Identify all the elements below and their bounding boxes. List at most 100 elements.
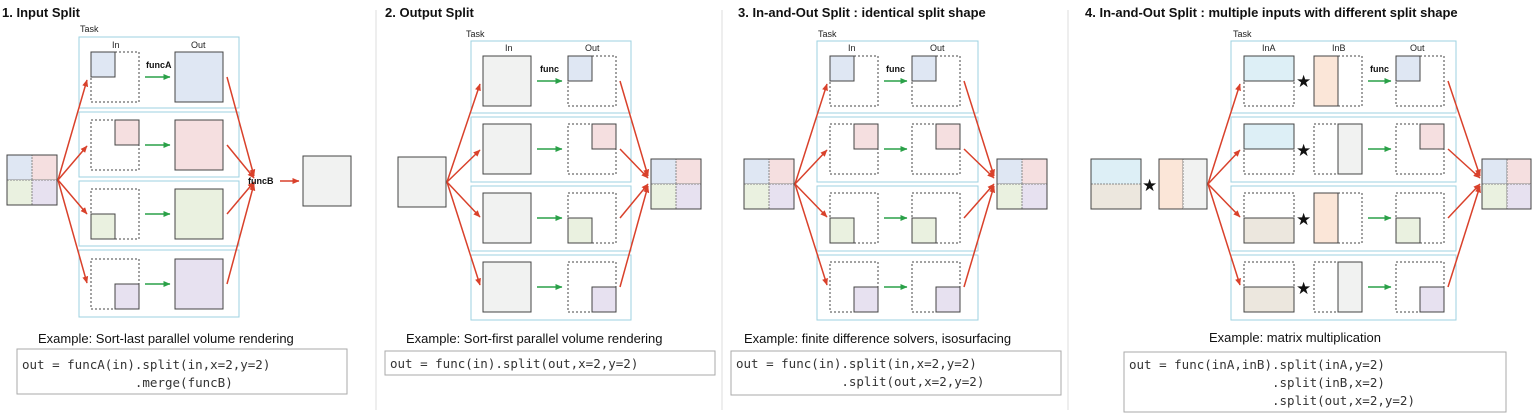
code-line: .merge(funcB) [22, 375, 233, 390]
merge-arrow [619, 185, 650, 288]
panel-in-and-out-split-multiple-inputs: 4. In-and-Out Split : multiple inputs wi… [1085, 5, 1532, 413]
source-quadrant [31, 154, 58, 181]
input-b-piece [1337, 123, 1363, 175]
task-label: Task [818, 29, 837, 39]
panel-output-split: 2. Output Split Task In Out func [384, 5, 716, 376]
merge-arrow [226, 76, 256, 177]
split-arrow [1207, 183, 1241, 218]
split-arrow [794, 183, 828, 218]
multiply-star-icon: ★ [1296, 141, 1311, 161]
output-piece [1395, 55, 1421, 82]
input-piece [829, 55, 855, 82]
source-a-half [1090, 183, 1142, 210]
merge-arrow [963, 183, 995, 219]
func-label: func [1370, 64, 1389, 74]
multiply-star-icon: ★ [1142, 176, 1157, 196]
split-arrow [57, 145, 88, 181]
source-quadrant [768, 158, 795, 185]
source-quadrant [768, 183, 795, 210]
result-quadrant [1481, 158, 1508, 185]
func-label: func [540, 64, 559, 74]
result-quadrant [650, 183, 677, 210]
output-piece [1395, 217, 1421, 244]
code-box [16, 348, 348, 395]
task-box [1230, 254, 1457, 321]
code-line: out = funcA(in).split(in,x=2,y=2) [22, 357, 270, 372]
column-label-in: In [848, 43, 856, 53]
output-piece [567, 55, 593, 82]
column-label-out: Out [930, 43, 945, 53]
code-line: out = func(in).split(out,x=2,y=2) [390, 356, 638, 371]
output-piece [935, 286, 961, 313]
func-label: funcA [146, 60, 172, 70]
split-arrow [57, 179, 89, 284]
split-arrow [794, 183, 828, 286]
merge-arrow [963, 148, 995, 179]
input-block [482, 261, 532, 313]
input-b-piece [1337, 261, 1363, 313]
task-box [816, 185, 979, 252]
code-box [730, 350, 1062, 396]
output-block [174, 51, 224, 103]
task-box [1230, 116, 1457, 183]
merge-arrow [963, 185, 996, 288]
result-quadrant [1481, 183, 1508, 210]
result-block [996, 158, 1048, 210]
result-block [1481, 158, 1532, 210]
panel-input-split: 1. Input Split Task In Out funcA [2, 5, 352, 395]
code-line: out = func(in).split(in,x=2,y=2) [736, 356, 977, 371]
task-box [470, 254, 632, 321]
column-label-inb: InB [1332, 43, 1346, 53]
split-arrow [1207, 183, 1241, 286]
column-label-out: Out [585, 43, 600, 53]
task-box [1230, 40, 1457, 114]
result-quadrant [650, 158, 677, 185]
source-block [743, 158, 795, 210]
source-a-half [1090, 158, 1142, 185]
input-block [482, 192, 532, 244]
split-arrow [446, 83, 481, 183]
split-arrow [57, 179, 88, 215]
panel-title: 1. Input Split [2, 5, 81, 20]
merge-arrow [1447, 148, 1481, 179]
source-quadrant [6, 179, 33, 206]
input-a-piece [1243, 286, 1295, 313]
panel-title: 4. In-and-Out Split : multiple inputs wi… [1085, 5, 1458, 20]
result-quadrant [675, 183, 702, 210]
code-line: .split(out,x=2,y=2) [736, 374, 984, 389]
task-box [1230, 185, 1457, 252]
task-box [78, 111, 240, 178]
output-piece [591, 286, 617, 313]
split-arrow [57, 79, 89, 181]
input-block [482, 55, 532, 107]
example-caption: Example: finite difference solvers, isos… [744, 331, 1011, 346]
output-block [174, 119, 224, 171]
merge-arrow [1447, 185, 1481, 288]
code-line: out = func(inA,inB).split(inA,y=2) [1129, 357, 1385, 372]
output-piece [911, 217, 937, 244]
task-label: Task [80, 24, 99, 34]
merge-arrow [963, 80, 995, 177]
input-piece [853, 123, 879, 150]
multiply-star-icon: ★ [1296, 72, 1311, 92]
result-quadrant [996, 158, 1023, 185]
result-quadrant [1021, 183, 1048, 210]
task-box [470, 185, 632, 252]
task-box [78, 249, 240, 318]
column-label-in: In [112, 40, 120, 50]
merge-arrow [1447, 80, 1481, 177]
split-arrow [1207, 149, 1241, 185]
input-piece [829, 217, 855, 244]
input-piece [853, 286, 879, 313]
source-block [397, 156, 447, 208]
output-piece [1419, 123, 1445, 150]
task-box [816, 116, 979, 183]
input-piece [114, 119, 140, 146]
example-caption: Example: Sort-first parallel volume rend… [406, 331, 663, 346]
multiply-star-icon: ★ [1296, 279, 1311, 299]
column-label-ina: InA [1262, 43, 1276, 53]
task-label: Task [1233, 29, 1252, 39]
split-arrow [446, 181, 481, 218]
source-quadrant [6, 154, 33, 181]
input-b-piece [1313, 55, 1339, 107]
